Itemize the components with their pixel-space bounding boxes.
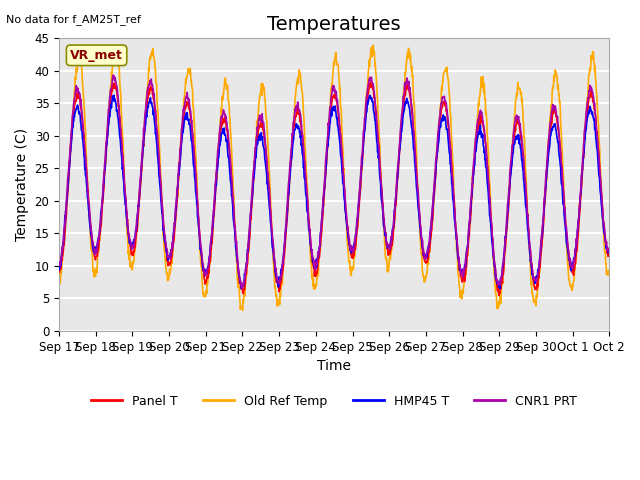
Y-axis label: Temperature (C): Temperature (C): [15, 128, 29, 241]
Legend: Panel T, Old Ref Temp, HMP45 T, CNR1 PRT: Panel T, Old Ref Temp, HMP45 T, CNR1 PRT: [86, 390, 582, 413]
Text: VR_met: VR_met: [70, 49, 123, 62]
X-axis label: Time: Time: [317, 359, 351, 373]
Title: Temperatures: Temperatures: [268, 15, 401, 34]
Text: No data for f_AM25T_ref: No data for f_AM25T_ref: [6, 14, 141, 25]
